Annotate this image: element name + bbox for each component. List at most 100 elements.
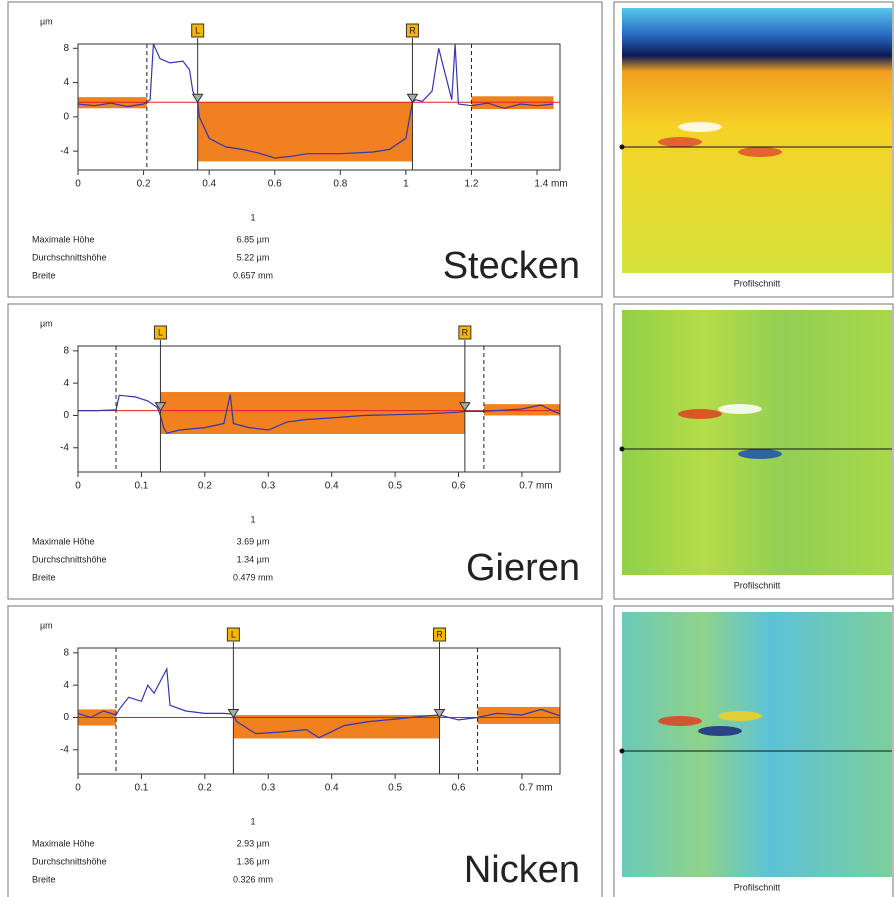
- profile-line: [78, 666, 560, 739]
- stats-label: Breite: [32, 270, 56, 280]
- x-tick-label: 0: [75, 783, 81, 794]
- band: [197, 102, 413, 162]
- marker-triangle: [406, 93, 419, 104]
- x-tick-label: 0.8: [333, 179, 347, 190]
- band: [477, 706, 560, 724]
- y-tick-label: -4: [60, 146, 69, 157]
- x-tick-label: 0.4: [325, 783, 339, 794]
- band: [160, 392, 465, 435]
- stats-label: Maximale Höhe: [32, 536, 95, 546]
- surface-feature: [658, 137, 702, 147]
- stats-label: Durchschnittshöhe: [32, 252, 107, 262]
- x-tick-label: 0.3: [261, 481, 275, 492]
- profile-cut-dot: [619, 748, 625, 754]
- surface-image: [622, 612, 892, 877]
- profile-cut-dot: [619, 144, 625, 150]
- surface-feature: [658, 716, 702, 726]
- stats-value: 0.479 mm: [233, 572, 273, 582]
- x-tick-label: 0.2: [198, 481, 212, 492]
- x-tick-label: 0.4: [325, 481, 339, 492]
- y-tick-label: 8: [63, 345, 69, 356]
- marker-triangle: [191, 93, 204, 104]
- stats-label: Maximale Höhe: [32, 234, 95, 244]
- y-tick-label: 8: [63, 43, 69, 54]
- x-tick-label: 0.6: [268, 179, 282, 190]
- profile-cut-dot: [619, 446, 625, 452]
- y-tick-label: -4: [60, 442, 69, 453]
- x-tick-label: 0.1: [134, 481, 148, 492]
- marker-box: [405, 23, 419, 38]
- y-axis-label: µm: [40, 620, 53, 630]
- stats-header: 1: [250, 514, 255, 524]
- y-tick-label: 0: [63, 111, 69, 122]
- image-caption: Profilschnitt: [734, 580, 781, 590]
- x-tick-label: 1: [403, 179, 409, 190]
- panel-label: Gieren: [466, 547, 580, 589]
- x-tick-label: 0.7 mm: [519, 783, 552, 794]
- marker-label: R: [409, 25, 416, 35]
- marker-label: L: [158, 327, 163, 337]
- surface-feature: [718, 711, 762, 721]
- marker-box: [153, 325, 167, 340]
- chart-panel: [7, 605, 603, 897]
- marker-label: L: [195, 25, 200, 35]
- marker-label: R: [462, 327, 469, 337]
- x-tick-label: 0.6: [452, 783, 466, 794]
- image-caption: Profilschnitt: [734, 882, 781, 892]
- y-tick-label: 4: [63, 680, 69, 691]
- surface-feature: [718, 404, 762, 414]
- surface-feature: [678, 409, 722, 419]
- x-tick-label: 0.2: [198, 783, 212, 794]
- surface-feature: [698, 726, 742, 736]
- stats-label: Breite: [32, 874, 56, 884]
- y-axis-label: µm: [40, 318, 53, 328]
- stats-value: 2.93 µm: [237, 838, 270, 848]
- profile-line: [78, 394, 560, 434]
- y-tick-label: 4: [63, 77, 69, 88]
- y-tick-label: 0: [63, 410, 69, 421]
- stats-header: 1: [250, 816, 255, 826]
- x-tick-label: 0: [75, 179, 81, 190]
- x-tick-label: 0.3: [261, 783, 275, 794]
- x-tick-label: 0.1: [134, 783, 148, 794]
- x-tick-label: 0: [75, 481, 81, 492]
- stats-label: Durchschnittshöhe: [32, 856, 107, 866]
- stats-value: 1.34 µm: [237, 554, 270, 564]
- stats-value: 0.657 mm: [233, 270, 273, 280]
- plot-frame: [77, 345, 561, 473]
- stats-label: Breite: [32, 572, 56, 582]
- x-tick-label: 0.6: [452, 481, 466, 492]
- profile-line: [78, 44, 554, 159]
- stats-value: 0.326 mm: [233, 874, 273, 884]
- marker-box: [458, 325, 472, 340]
- image-caption: Profilschnitt: [734, 278, 781, 288]
- surface-feature: [678, 122, 722, 132]
- band: [483, 404, 560, 416]
- stats-header: 1: [250, 212, 255, 222]
- marker-triangle: [227, 708, 240, 719]
- x-tick-label: 0.5: [388, 783, 402, 794]
- x-tick-label: 1.4 mm: [534, 179, 567, 190]
- y-tick-label: 0: [63, 712, 69, 723]
- x-tick-label: 0.4: [202, 179, 216, 190]
- surface-feature: [738, 449, 782, 459]
- marker-box: [433, 627, 446, 642]
- marker-triangle: [154, 402, 167, 412]
- y-axis-label: µm: [40, 16, 53, 26]
- marker-label: R: [436, 629, 443, 639]
- surface-image: [622, 310, 892, 575]
- panel-label: Nicken: [464, 849, 580, 891]
- plot-frame: [77, 43, 561, 171]
- band: [233, 715, 440, 739]
- y-tick-label: 4: [63, 378, 69, 389]
- stats-value: 6.85 µm: [237, 234, 270, 244]
- x-tick-label: 0.2: [137, 179, 151, 190]
- chart-panel: [7, 303, 603, 600]
- marker-box: [226, 627, 240, 642]
- x-tick-label: 0.7 mm: [519, 481, 552, 492]
- surface-feature: [738, 147, 782, 157]
- stats-label: Maximale Höhe: [32, 838, 95, 848]
